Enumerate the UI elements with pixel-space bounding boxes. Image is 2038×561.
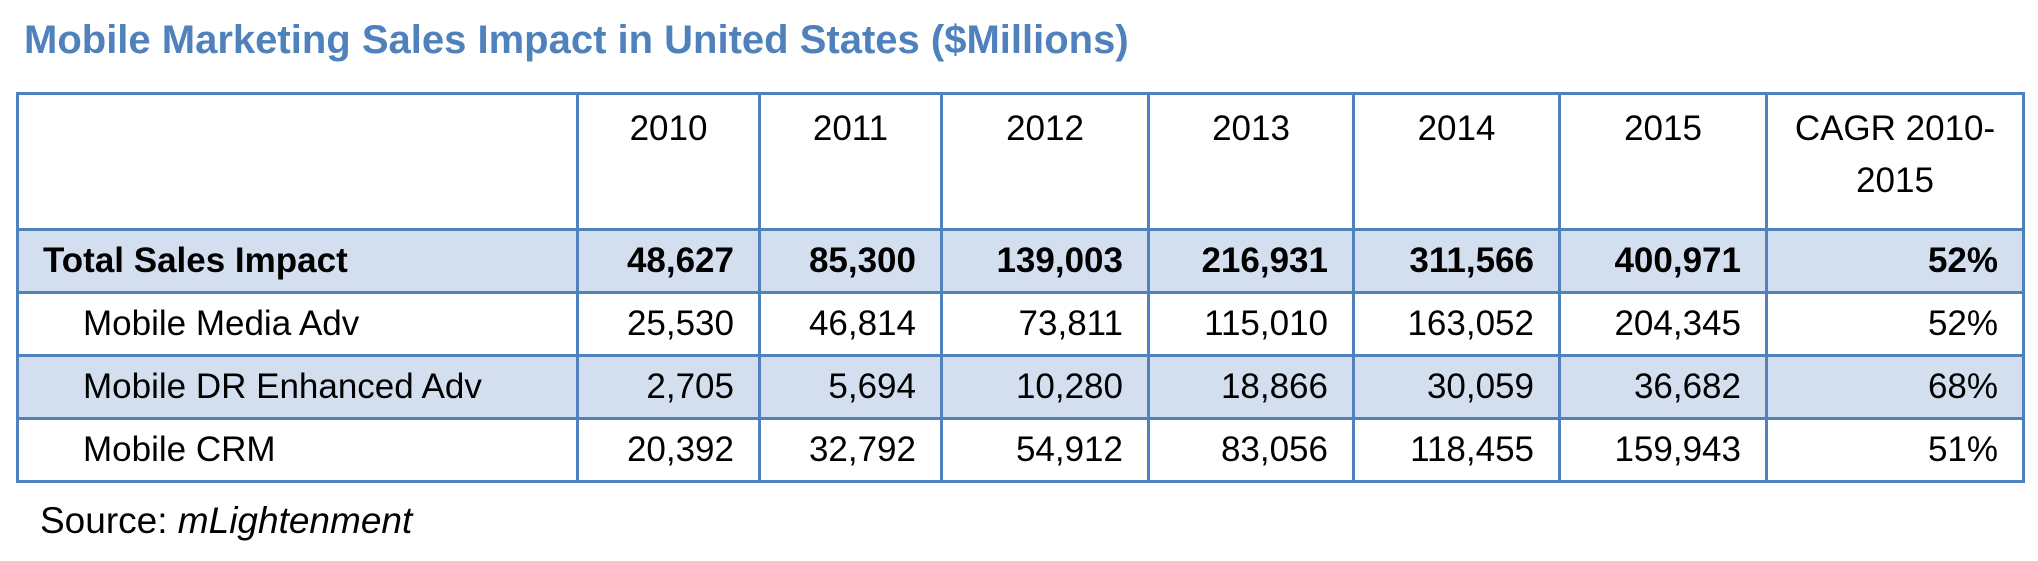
header-cell-2014: 2014	[1352, 92, 1561, 231]
table-cell: 18,866	[1147, 354, 1355, 420]
table-cell: 163,052	[1352, 291, 1561, 357]
table-cell: 54,912	[940, 417, 1150, 483]
table-cell: 32,792	[758, 417, 943, 483]
table-cell: 2,705	[576, 354, 761, 420]
header-cell-2011: 2011	[758, 92, 943, 231]
table-cell: 5,694	[758, 354, 943, 420]
header-cell-2015: 2015	[1558, 92, 1768, 231]
table-cell: 118,455	[1352, 417, 1561, 483]
table-cell: 83,056	[1147, 417, 1355, 483]
source-prefix: Source:	[40, 500, 178, 541]
table-row-mobile-media-adv: Mobile Media Adv 25,530 46,814 73,811 11…	[16, 291, 2025, 357]
table-cell-cagr: 52%	[1765, 228, 2025, 294]
table-row-mobile-crm: Mobile CRM 20,392 32,792 54,912 83,056 1…	[16, 417, 2025, 483]
header-cell-2012: 2012	[940, 92, 1150, 231]
table-cell: 115,010	[1147, 291, 1355, 357]
sales-impact-table: 2010 2011 2012 2013 2014 2015 CAGR 2010-…	[16, 92, 2025, 483]
table-cell: 46,814	[758, 291, 943, 357]
header-row: 2010 2011 2012 2013 2014 2015 CAGR 2010-…	[16, 92, 2025, 231]
table-cell: 73,811	[940, 291, 1150, 357]
row-label: Mobile CRM	[16, 417, 579, 483]
table-cell: 10,280	[940, 354, 1150, 420]
table-cell: 311,566	[1352, 228, 1561, 294]
table-cell: 85,300	[758, 228, 943, 294]
source-name: mLightenment	[177, 500, 413, 541]
source-note: Source: mLightenment	[40, 500, 412, 542]
row-label: Total Sales Impact	[16, 228, 579, 294]
table-cell-cagr: 52%	[1765, 291, 2025, 357]
table-cell: 20,392	[576, 417, 761, 483]
page-title: Mobile Marketing Sales Impact in United …	[24, 18, 1129, 62]
table-cell: 139,003	[940, 228, 1150, 294]
table-cell: 400,971	[1558, 228, 1768, 294]
header-cell-2013: 2013	[1147, 92, 1355, 231]
table-cell: 159,943	[1558, 417, 1768, 483]
table-cell: 36,682	[1558, 354, 1768, 420]
table-cell: 48,627	[576, 228, 761, 294]
table-row-mobile-dr-enhanced-adv: Mobile DR Enhanced Adv 2,705 5,694 10,28…	[16, 354, 2025, 420]
header-cell-label	[16, 92, 579, 231]
table-cell: 204,345	[1558, 291, 1768, 357]
header-cell-2010: 2010	[576, 92, 761, 231]
table-cell-cagr: 51%	[1765, 417, 2025, 483]
row-label: Mobile DR Enhanced Adv	[16, 354, 579, 420]
table-row-total: Total Sales Impact 48,627 85,300 139,003…	[16, 228, 2025, 294]
header-cell-cagr: CAGR 2010-2015	[1765, 92, 2025, 231]
table-cell: 30,059	[1352, 354, 1561, 420]
table-cell-cagr: 68%	[1765, 354, 2025, 420]
table-cell: 216,931	[1147, 228, 1355, 294]
table-cell: 25,530	[576, 291, 761, 357]
row-label: Mobile Media Adv	[16, 291, 579, 357]
sales-impact-table-container: 2010 2011 2012 2013 2014 2015 CAGR 2010-…	[16, 92, 2025, 483]
